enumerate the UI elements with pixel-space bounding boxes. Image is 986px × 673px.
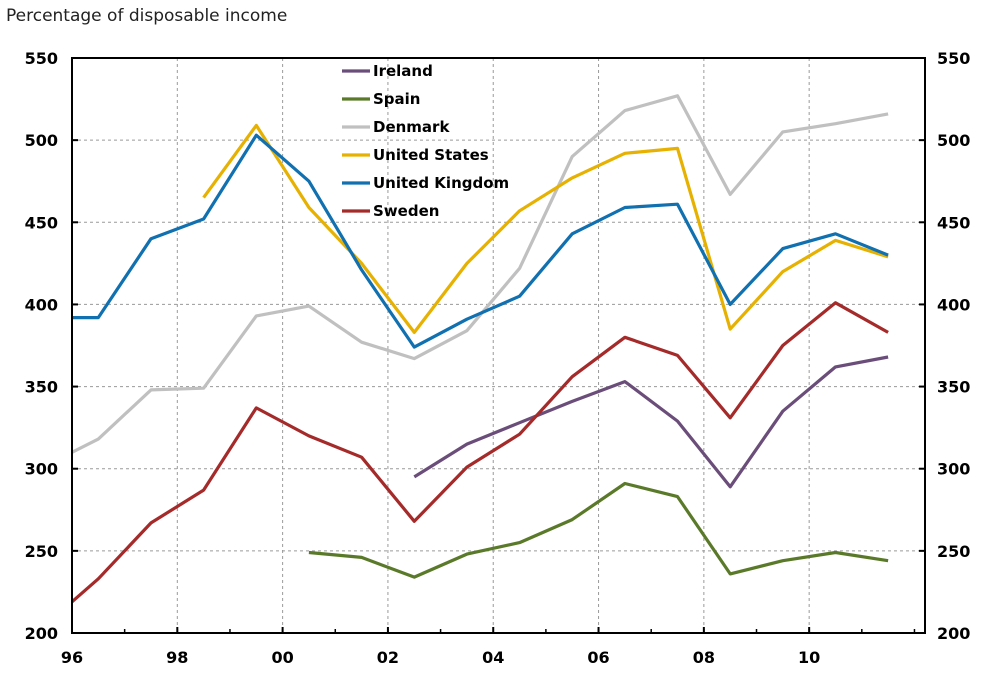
y-tick-label-left: 300	[25, 460, 58, 479]
series-lines	[70, 94, 889, 604]
y-tick-label-right: 550	[937, 49, 970, 68]
series-line-spain	[308, 481, 889, 579]
legend-label: Denmark	[373, 118, 450, 136]
y-tick-label-right: 300	[937, 460, 970, 479]
legend-label: United Kingdom	[373, 174, 509, 192]
x-tick-label: 08	[693, 648, 715, 667]
x-tick-label: 02	[377, 648, 399, 667]
y-tick-label-left: 450	[25, 213, 58, 232]
y-tick-label-right: 450	[937, 213, 970, 232]
y-tick-label-left: 200	[25, 624, 58, 643]
x-tick-label: 96	[61, 648, 83, 667]
y-tick-label-left: 400	[25, 295, 58, 314]
legend-label: Spain	[373, 90, 420, 108]
x-tick-label: 10	[798, 648, 820, 667]
series-line-ireland	[413, 355, 889, 489]
y-tick-label-left: 250	[25, 542, 58, 561]
x-tick-label: 06	[587, 648, 609, 667]
legend: Ireland Spain Denmark United States United K…	[342, 62, 509, 220]
plot-frame	[71, 57, 926, 634]
chart-title: Percentage of disposable income	[6, 6, 288, 26]
series-line-united-states	[202, 123, 889, 334]
series-line-denmark	[71, 94, 889, 454]
series-line-united-kingdom	[72, 133, 889, 349]
y-tick-label-right: 200	[937, 624, 970, 643]
y-tick-label-right: 250	[937, 542, 970, 561]
y-tick-label-left: 500	[25, 131, 58, 150]
y-tick-label-right: 350	[937, 378, 970, 397]
legend-label: United States	[373, 146, 489, 164]
legend-label: Ireland	[373, 62, 433, 80]
y-tick-label-left: 350	[25, 378, 58, 397]
y-tick-label-right: 500	[937, 131, 970, 150]
plot-area-border	[71, 57, 926, 634]
x-tick-label: 98	[166, 648, 188, 667]
x-tick-label: 04	[482, 648, 504, 667]
legend-label: Sweden	[373, 202, 439, 220]
series-line-sweden	[70, 301, 889, 604]
x-tick-label: 00	[271, 648, 293, 667]
y-tick-label-right: 400	[937, 295, 970, 314]
axes: 200 200 250 250 300 300 350 350 400 400 450 450 500 5…	[25, 49, 971, 667]
y-tick-label-left: 550	[25, 49, 58, 68]
